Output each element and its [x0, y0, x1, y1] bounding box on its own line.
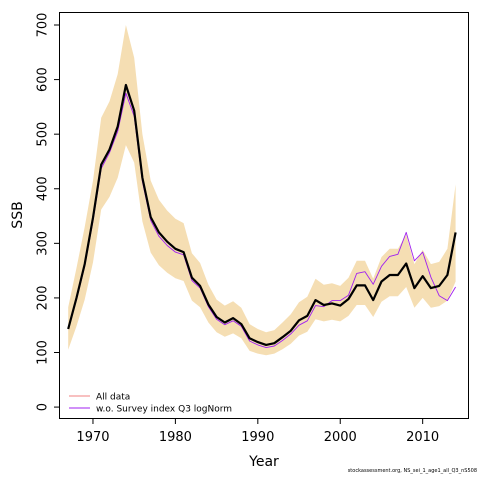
- y-tick-label: 0: [36, 403, 51, 411]
- legend-label: All data: [96, 393, 130, 403]
- plot-area: [67, 25, 457, 356]
- y-tick-label: 300: [36, 231, 51, 256]
- x-tick-label: 2000: [324, 430, 357, 445]
- legend-label: w.o. Survey index Q3 logNorm: [96, 405, 232, 415]
- x-tick-label: 1990: [241, 430, 274, 445]
- footnote: stockassessment.org, NS_sei_1_age1_all_Q…: [347, 468, 477, 474]
- x-axis: 1970 1980 1990 2000 2010: [76, 418, 439, 445]
- series-layer: [67, 83, 457, 349]
- y-tick-label: 400: [36, 176, 51, 201]
- legend: All data w.o. Survey index Q3 logNorm: [69, 393, 232, 415]
- y-axis-title: SSB: [10, 201, 26, 228]
- y-axis: 0 100 200 300 400 500 600 700: [36, 13, 60, 411]
- x-tick-label: 1980: [159, 430, 192, 445]
- x-tick-label: 1970: [76, 430, 109, 445]
- x-axis-title: Year: [248, 454, 279, 470]
- y-tick-label: 600: [36, 67, 51, 92]
- x-tick-label: 2010: [406, 430, 439, 445]
- y-tick-label: 700: [36, 13, 51, 38]
- series-all-data-line: [67, 83, 457, 346]
- series-wo-survey-line: [67, 92, 456, 349]
- confidence-band: [68, 25, 456, 356]
- y-tick-label: 100: [36, 340, 51, 365]
- y-tick-label: 500: [36, 122, 51, 147]
- y-tick-label: 200: [36, 286, 51, 311]
